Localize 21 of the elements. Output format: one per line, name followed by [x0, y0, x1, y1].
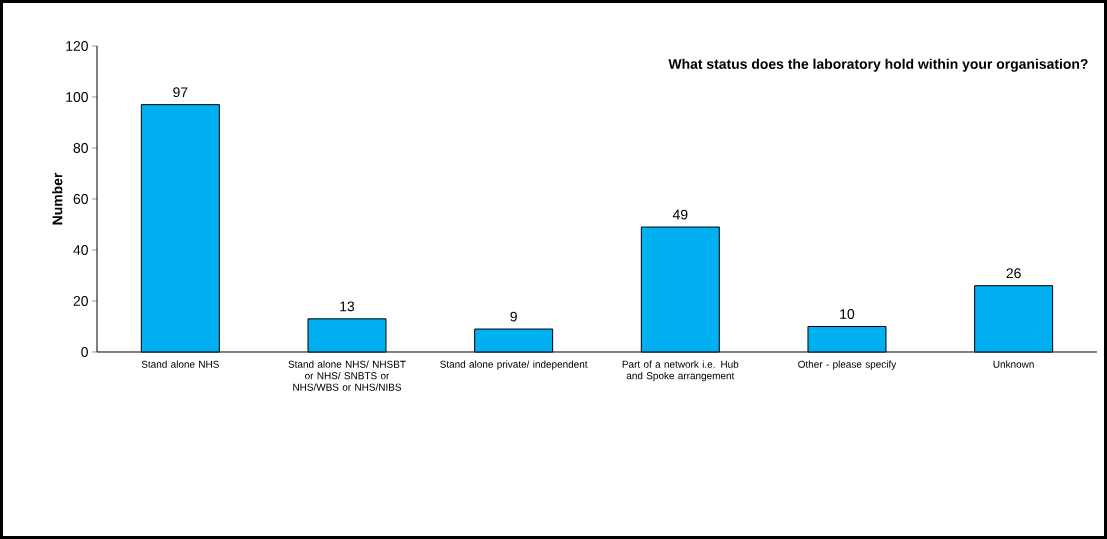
x-tick-label: Unknown	[993, 360, 1034, 368]
data-label: 9	[510, 311, 517, 322]
data-label: 13	[340, 301, 355, 312]
y-tick-label: 20	[73, 296, 88, 306]
data-label: 49	[672, 209, 688, 220]
x-tick-label: Stand alone NHS/ NHSBT or NHS/ SNBTS or NHS/WBS or NHS/NIBS	[288, 360, 406, 391]
y-tick-label: 0	[81, 347, 88, 357]
y-tick-label: 100	[66, 92, 88, 102]
y-tick-label: 80	[73, 143, 88, 153]
data-label: 10	[840, 309, 855, 319]
y-tick-label: 120	[66, 41, 88, 51]
x-tick-label: Stand alone NHS	[141, 360, 219, 368]
x-tick-label: Stand alone private/ independent	[440, 360, 588, 370]
data-label: 97	[173, 87, 188, 98]
y-tick-label: 40	[73, 245, 88, 255]
data-label: 26	[1006, 268, 1021, 279]
text: What status does the laboratory hold within your organisation?	[668, 58, 1088, 72]
y-axis-title: Number	[52, 172, 63, 225]
x-tick-label: Part of a network i.e. Hub and Spoke arrangement	[622, 360, 739, 382]
x-tick-label: Other - please specify	[798, 360, 897, 370]
y-tick-label: 60	[73, 194, 88, 204]
